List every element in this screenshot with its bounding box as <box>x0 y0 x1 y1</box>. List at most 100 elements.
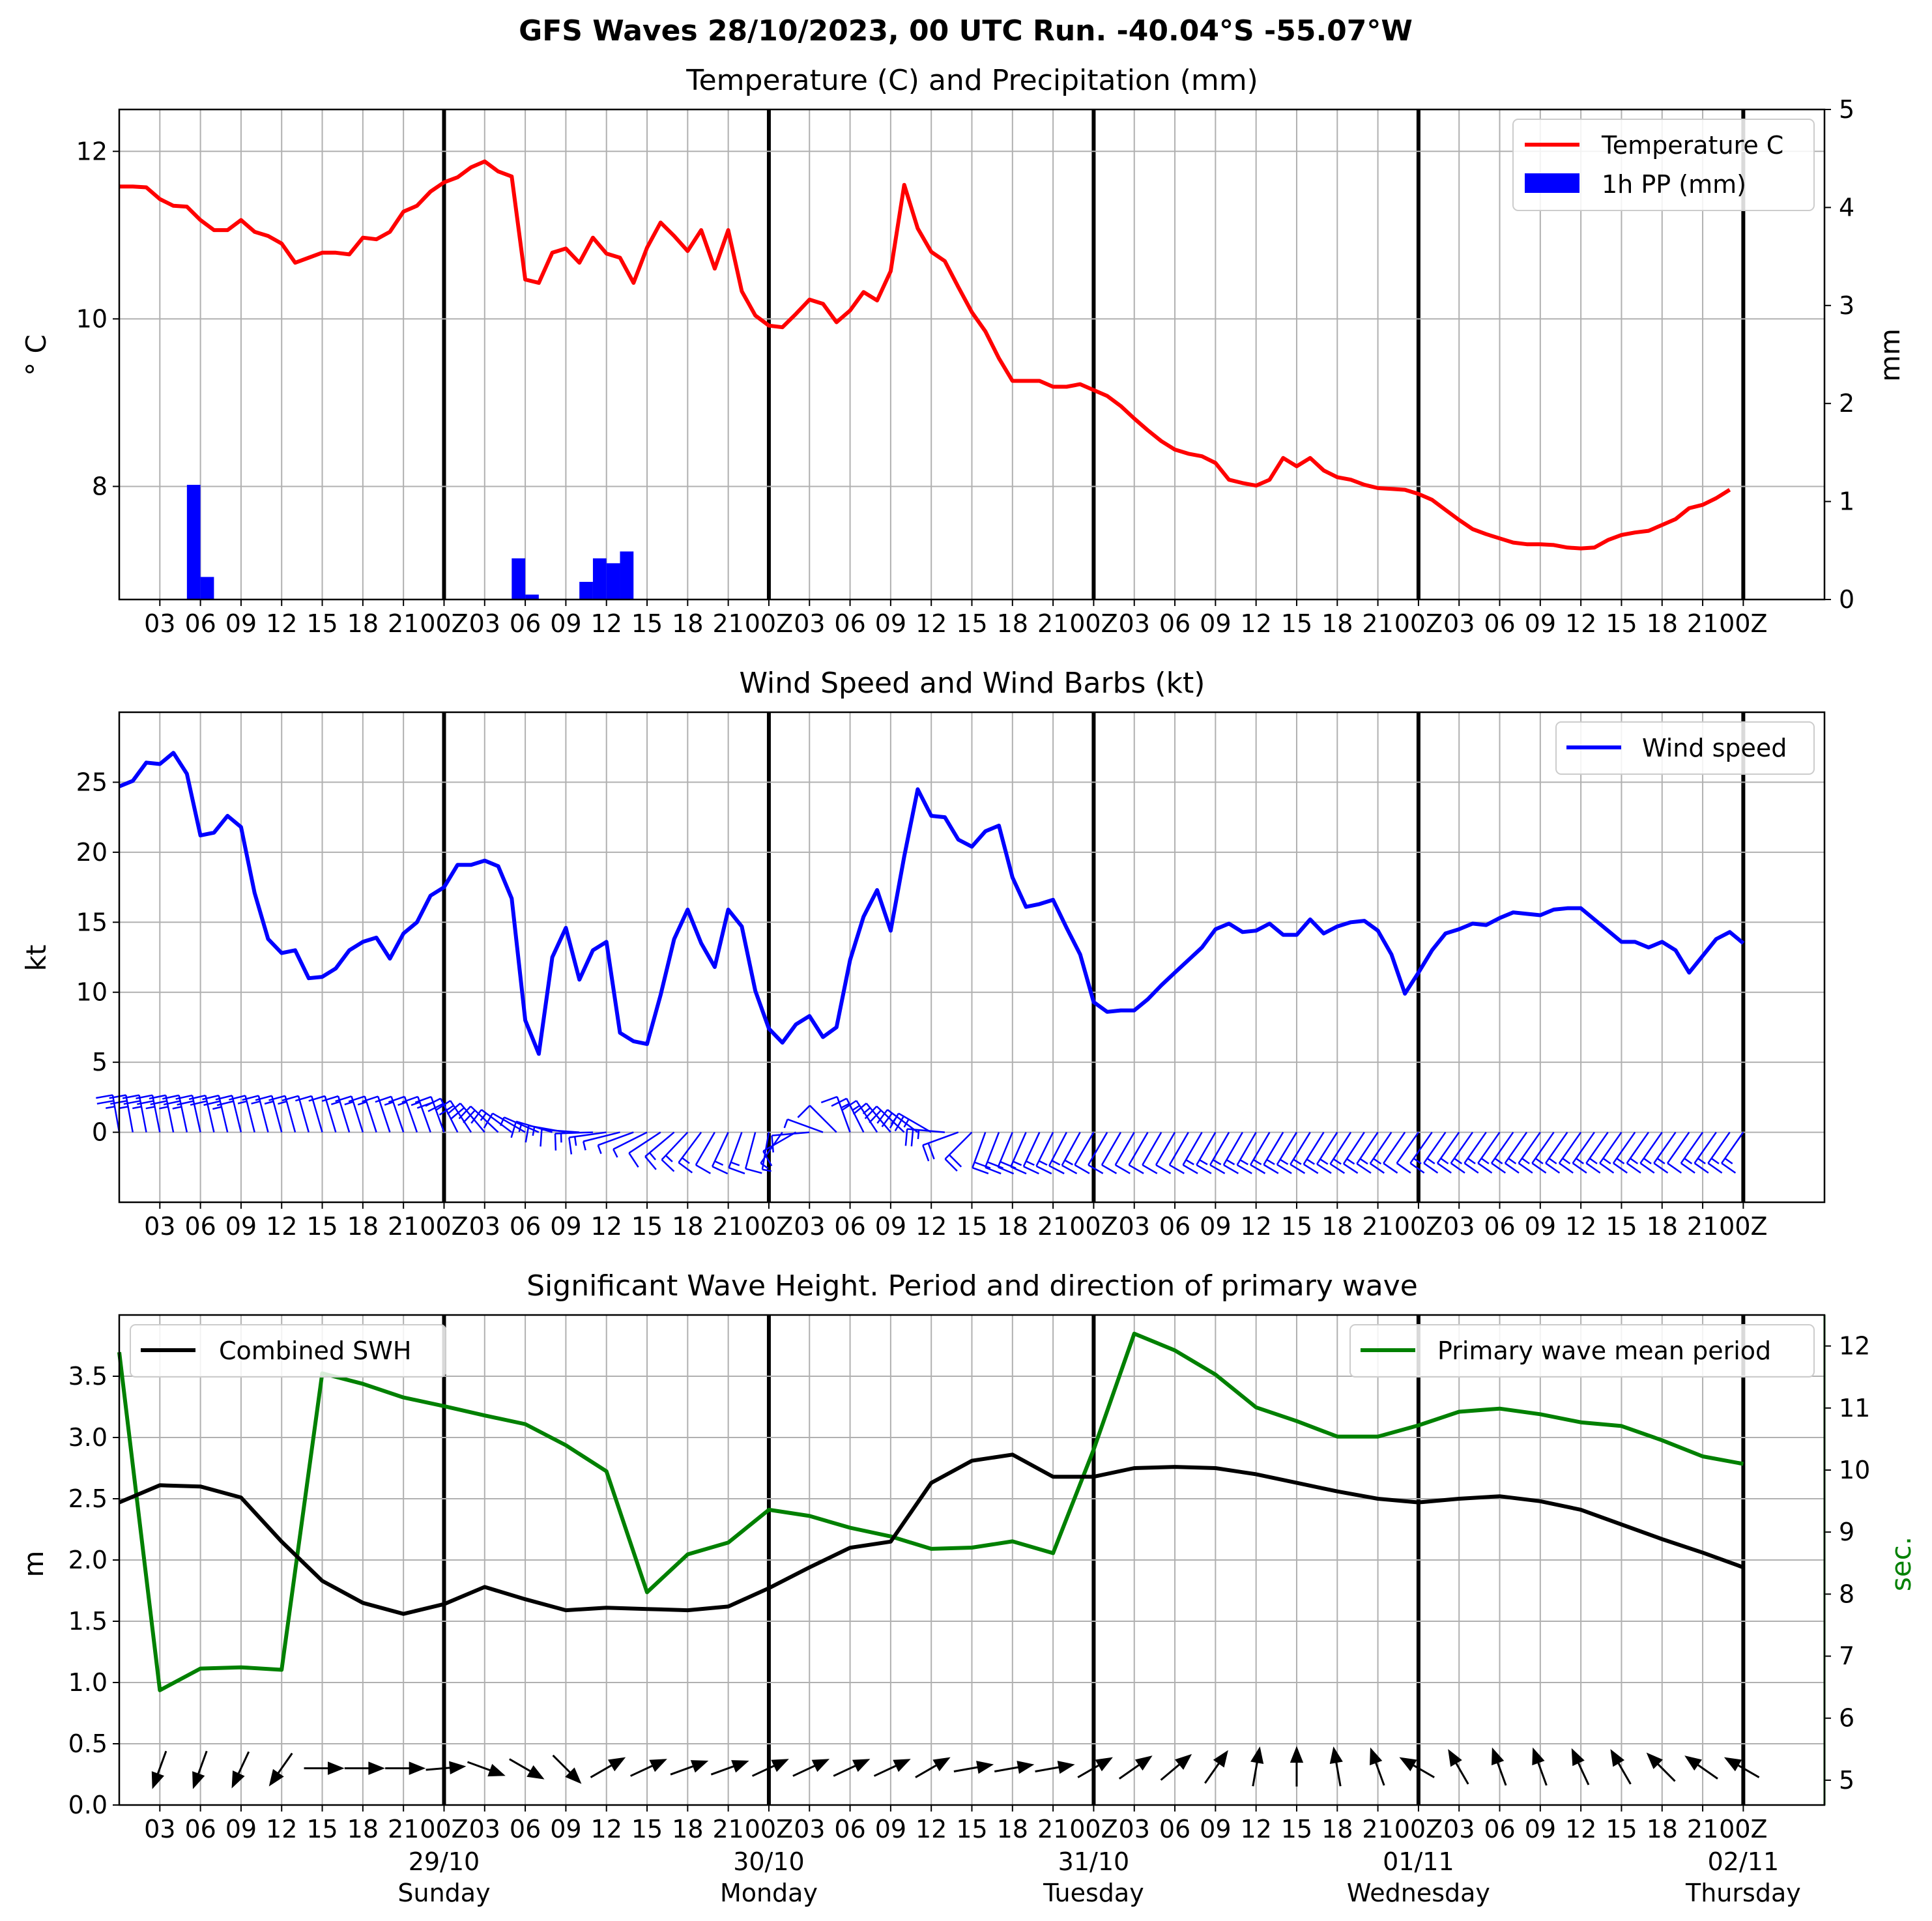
wave-arrow <box>953 1761 994 1774</box>
wind-barb-flag <box>1589 1157 1598 1164</box>
wind-barb-staff <box>1088 1131 1108 1166</box>
x-tick-label: 03 <box>1443 1815 1475 1843</box>
y-right-tick-label: 7 <box>1839 1642 1854 1671</box>
x-tick-label: 15 <box>631 1212 663 1241</box>
y-tick-label: 25 <box>76 768 108 796</box>
wind-barb-flag <box>678 1162 693 1174</box>
wind-barb-flag <box>745 1168 762 1174</box>
wind-barb-flag <box>1333 1158 1342 1165</box>
x-tick-label: 03 <box>794 609 825 638</box>
wind-barb <box>1196 1131 1217 1174</box>
x-tick-label: 00Z <box>1069 609 1117 638</box>
wind-barb-flag <box>335 1095 352 1103</box>
x-tick-label: 03 <box>144 1212 175 1241</box>
wind-barb <box>458 1105 499 1133</box>
wind-barb <box>96 1094 121 1133</box>
x-tick-label: 03 <box>144 609 175 638</box>
x-tick-label: 21 <box>1687 1212 1718 1241</box>
wind-barb <box>1236 1131 1257 1174</box>
x-tick-label: 09 <box>1200 609 1231 638</box>
wind-barb-flag <box>695 1164 712 1174</box>
wind-barb-flag <box>123 1100 141 1105</box>
wave-arrow <box>1684 1755 1718 1780</box>
x-tick-label: 03 <box>469 609 500 638</box>
wind-barb-flag <box>1035 1165 1052 1175</box>
y-right-tick-label: 2 <box>1839 389 1854 418</box>
wave-arrow-shape <box>1684 1755 1718 1780</box>
wave-arrow-shape <box>994 1761 1035 1774</box>
wind-barb <box>820 1095 851 1133</box>
wind-barb-flag <box>831 1097 847 1107</box>
wind-barb <box>1436 1131 1460 1174</box>
wind-barb-flag <box>1710 1157 1720 1164</box>
wave-arrow <box>509 1758 545 1780</box>
panel2-ylabel: kt <box>20 945 52 972</box>
wind-barb-flag <box>1279 1159 1289 1165</box>
wind-barb-flag <box>972 1166 989 1175</box>
wind-barb-staff <box>417 1096 431 1133</box>
wind-barb-flag <box>1303 1163 1319 1174</box>
wind-barb-staff <box>1396 1131 1419 1164</box>
x-tick-label: 00Z <box>1719 1815 1767 1843</box>
wave-arrow-shape <box>1118 1755 1153 1780</box>
wind-barb-flag <box>212 1106 222 1110</box>
wind-barb-flag <box>1250 1164 1266 1174</box>
x-tick-label: 21 <box>712 1212 743 1241</box>
wind-barb <box>375 1095 405 1133</box>
wind-barb-flag <box>1626 1163 1641 1174</box>
wind-barb-staff <box>1061 1131 1081 1166</box>
wind-barb-flag <box>463 1110 476 1123</box>
wind-barb <box>904 1128 945 1147</box>
wind-barb <box>1721 1131 1744 1174</box>
wind-barb-flag <box>1724 1157 1733 1164</box>
wind-barb-staff <box>922 1131 959 1146</box>
x-tick-label: 12 <box>266 1815 297 1843</box>
wind-barb-flag <box>1562 1157 1571 1164</box>
wind-barb <box>1450 1131 1474 1174</box>
day-label-date: 29/10 <box>409 1847 480 1876</box>
wave-arrow-shape <box>1532 1747 1548 1786</box>
wind-barb <box>1088 1131 1108 1174</box>
wind-barb-flag <box>190 1100 207 1106</box>
panel1-ylabel: ° C <box>20 334 52 376</box>
wind-barb-flag <box>163 1100 180 1106</box>
y-right-tick-label: 3 <box>1839 291 1854 320</box>
y-right-tick-label: 5 <box>1839 1766 1854 1795</box>
wind-barb <box>1585 1131 1609 1174</box>
wind-barb-staff <box>1356 1131 1379 1164</box>
wind-barb-flag <box>922 1144 930 1162</box>
wind-barb <box>922 1131 959 1162</box>
x-tick-label: 21 <box>1037 1212 1069 1241</box>
wind-barb-flag <box>1680 1163 1695 1174</box>
wind-barb <box>744 1132 762 1174</box>
wind-barb-flag <box>1643 1157 1652 1164</box>
x-tick-label: 21 <box>1687 1815 1718 1843</box>
wind-barb-flag <box>881 1112 893 1127</box>
wind-barb <box>1276 1131 1298 1174</box>
wave-arrow <box>425 1761 467 1775</box>
wind-barb <box>678 1131 702 1174</box>
wind-barb-flag <box>665 1155 673 1163</box>
wave-arrow-shape <box>151 1750 167 1789</box>
wind-barb <box>1518 1131 1541 1174</box>
wave-arrow <box>1204 1750 1228 1784</box>
wind-barb-staff <box>761 1132 770 1170</box>
wave-arrow <box>304 1761 345 1775</box>
wave-arrow <box>1399 1757 1435 1778</box>
wind-barb-flag <box>188 1094 206 1101</box>
wind-barb <box>661 1131 689 1172</box>
y-tick-label: 15 <box>76 908 108 936</box>
wind-barb-flag <box>344 1101 354 1106</box>
x-tick-label: 18 <box>672 1212 703 1241</box>
wind-barb <box>613 1131 648 1158</box>
wind-barb <box>1531 1131 1555 1174</box>
x-tick-label: 09 <box>225 1212 257 1241</box>
wave-arrow-shape <box>1723 1757 1760 1778</box>
wind-barb-staff <box>218 1095 229 1133</box>
wave-arrow <box>1492 1747 1507 1786</box>
wave-arrow-shape <box>268 1752 293 1787</box>
wind-barb-flag <box>414 1095 432 1104</box>
wind-barb-flag <box>904 1129 908 1146</box>
x-tick-label: 06 <box>1484 609 1515 638</box>
wind-barb-flag <box>1721 1163 1737 1174</box>
